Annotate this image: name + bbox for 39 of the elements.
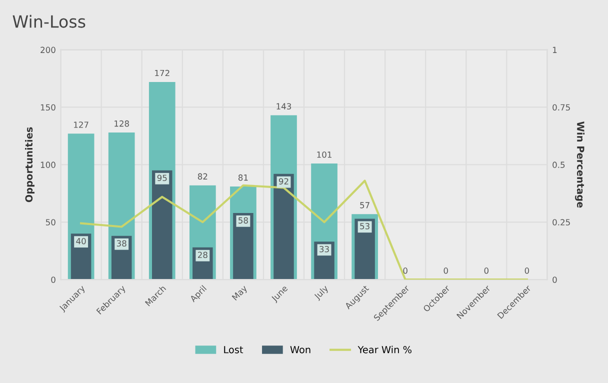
legend-label: Won — [290, 346, 310, 354]
y2-tick-label: 0 — [552, 276, 557, 283]
data-label: 38 — [116, 240, 126, 247]
legend-label: Year Win % — [358, 346, 412, 354]
data-label: 82 — [198, 173, 208, 180]
y2-tick-label: 1 — [552, 46, 557, 53]
data-label: 143 — [276, 103, 292, 110]
y-tick-label: 150 — [40, 104, 56, 111]
data-label: 0 — [403, 268, 408, 274]
y2-tick-label: 0.5 — [552, 162, 565, 168]
data-label: 127 — [74, 122, 88, 128]
chart-title: Win-Loss — [12, 14, 86, 28]
y-tick-label: 200 — [40, 46, 56, 54]
y2-axis-title: Win Percentage — [575, 122, 585, 208]
y2-tick-label: 0.25 — [552, 219, 570, 226]
data-label: 0 — [484, 268, 488, 274]
data-label: 40 — [76, 238, 86, 244]
data-label: 58 — [238, 217, 248, 224]
data-label: 128 — [114, 120, 129, 127]
data-label: 0 — [524, 268, 530, 274]
y-tick-label: 0 — [51, 276, 56, 283]
data-label: 92 — [278, 178, 288, 184]
y2-tick-label: 0.75 — [552, 104, 570, 111]
data-label: 81 — [238, 174, 248, 181]
data-label: 33 — [320, 246, 329, 252]
data-label: 57 — [360, 202, 370, 208]
data-label: 101 — [317, 151, 332, 158]
y-axis-title: Opportunities — [25, 127, 34, 202]
bar — [152, 170, 172, 280]
bar — [233, 212, 254, 280]
y-tick-label: 100 — [40, 162, 56, 168]
y-tick-label: 50 — [46, 219, 56, 226]
data-label: 95 — [157, 174, 167, 182]
bar — [274, 174, 294, 280]
data-label: 53 — [360, 223, 370, 230]
data-label: 28 — [198, 252, 208, 258]
legend-label: Lost — [224, 346, 244, 354]
data-label: 172 — [155, 70, 170, 76]
data-label: 0 — [444, 268, 448, 274]
